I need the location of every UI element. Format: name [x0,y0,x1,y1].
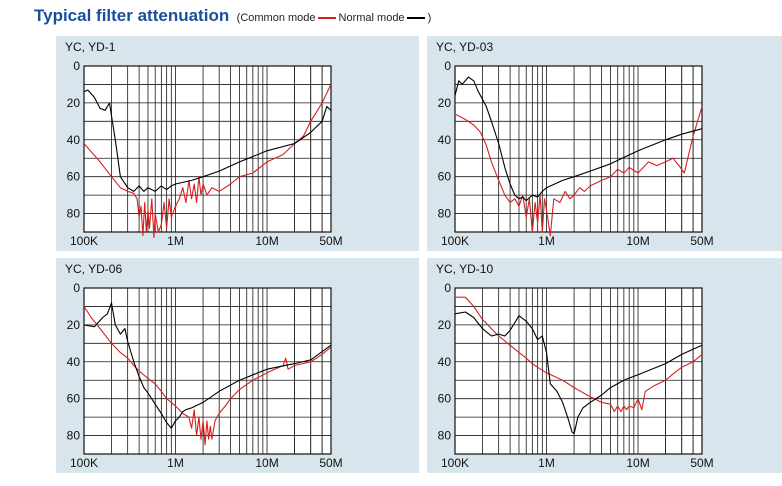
plot-frame [454,65,703,233]
y-tick-label: 20 [67,96,81,110]
page-title: Typical filter attenuation [34,6,230,25]
x-tick-label: 100K [70,234,98,248]
chart-heading: Typical filter attenuation (Common mode N… [34,6,431,28]
legend-close-text: ) [427,12,432,24]
y-tick-label: 0 [73,59,80,73]
chart-panel-yd-03: YC, YD-03 0 20 40 60 80 100K 1M 10M 50M [427,36,782,251]
chart-plot: 0 20 40 60 80 100K 1M 10M 50M [67,281,343,470]
chart-title: YC, YD-03 [436,40,494,54]
x-tick-label: 50M [319,234,342,248]
y-tick-label: 80 [67,207,81,221]
y-tick-label: 80 [438,207,452,221]
y-tick-label: 40 [438,355,452,369]
common-mode-line [454,106,703,237]
y-tick-label: 40 [438,133,452,147]
y-tick-label: 20 [438,318,452,332]
normal-mode-line [83,89,332,192]
x-tick-label: 1M [538,456,555,470]
y-tick-label: 40 [67,133,81,147]
x-tick-label: 100K [70,456,98,470]
plot-background [455,66,702,232]
common-mode-line [83,306,332,446]
legend-common-swatch [317,17,336,20]
x-tick-label: 10M [626,456,649,470]
y-tick-label: 80 [438,429,452,443]
y-tick-label: 60 [438,392,452,406]
x-tick-label: 100K [441,456,469,470]
y-tick-label: 20 [438,96,452,110]
y-tick-label: 0 [444,59,451,73]
common-mode-line [83,84,332,239]
legend-normal-text: Normal mode [338,12,405,24]
y-tick-label: 80 [67,429,81,443]
plot-frame [454,287,703,455]
chart-plot: 0 20 40 60 80 100K 1M 10M 50M [438,59,714,248]
plot-background [84,66,331,232]
y-tick-label: 20 [67,318,81,332]
x-tick-label: 10M [255,456,278,470]
chart-plot: 0 20 40 60 80 100K 1M 10M 50M [67,59,343,248]
normal-mode-line [83,302,332,429]
y-tick-label: 40 [67,355,81,369]
x-tick-label: 1M [167,456,184,470]
x-tick-label: 1M [167,234,184,248]
plot-frame [83,287,332,455]
normal-mode-line [454,311,703,435]
chart-title: YC, YD-1 [65,40,116,54]
chart-plot: 0 20 40 60 80 100K 1M 10M 50M [438,281,714,470]
plot-frame [83,65,332,233]
chart-panel-yd-06: YC, YD-06 0 20 40 60 80 100K 1M 10M 50M [56,258,419,473]
y-tick-label: 60 [438,170,452,184]
chart-title: YC, YD-06 [65,262,123,276]
chart-panel-yd-10: YC, YD-10 0 20 40 60 80 100K 1M 10M 50M [427,258,782,473]
y-tick-label: 60 [67,392,81,406]
x-tick-label: 100K [441,234,469,248]
legend-normal-swatch [406,17,425,20]
x-tick-label: 50M [690,456,713,470]
chart-title: YC, YD-10 [436,262,494,276]
x-tick-label: 50M [690,234,713,248]
plot-background [455,288,702,454]
common-mode-line [455,296,703,413]
x-tick-label: 1M [538,234,555,248]
y-tick-label: 0 [73,281,80,295]
legend-open-text: (Common mode [236,12,316,24]
y-tick-label: 60 [67,170,81,184]
y-tick-label: 0 [444,281,451,295]
x-tick-label: 10M [626,234,649,248]
x-tick-label: 50M [319,456,342,470]
chart-panel-yd-1: YC, YD-1 0 20 40 60 80 100K 1M 10M 50M [56,36,419,251]
normal-mode-line [454,76,703,202]
legend: (Common mode Normal mode) [237,12,432,24]
x-tick-label: 10M [255,234,278,248]
